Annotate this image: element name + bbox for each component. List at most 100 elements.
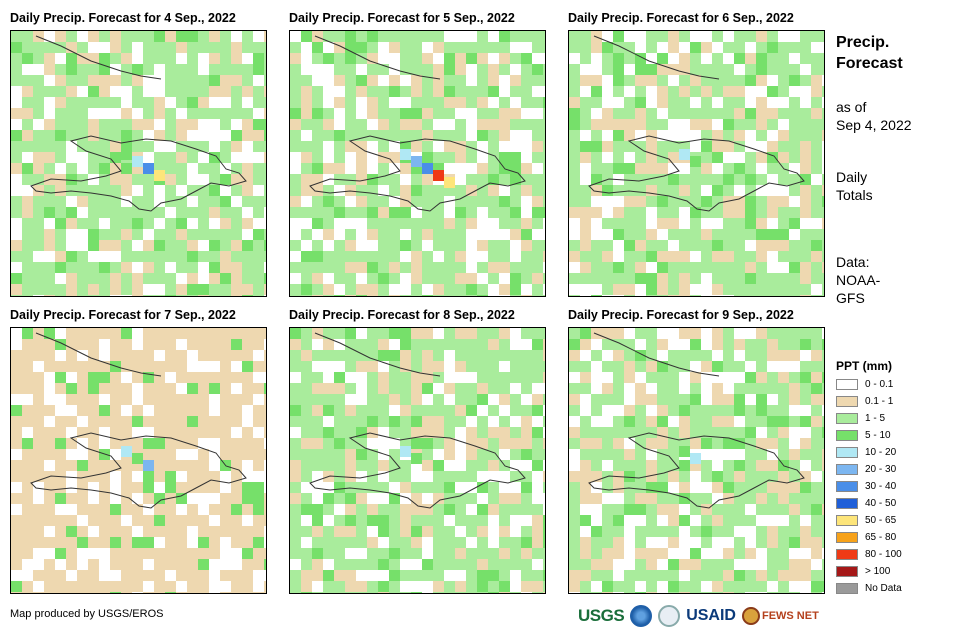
grid-cell (345, 152, 356, 163)
grid-cell (165, 53, 176, 64)
grid-cell (77, 592, 88, 593)
grid-cell (679, 548, 690, 559)
grid-cell (466, 53, 477, 64)
grid-cell (580, 460, 591, 471)
grid-cell (723, 163, 734, 174)
grid-cell (334, 581, 345, 592)
grid-cell (499, 559, 510, 570)
grid-cell (745, 207, 756, 218)
grid-cell (789, 427, 800, 438)
grid-cell (400, 42, 411, 53)
grid-cell (591, 471, 602, 482)
grid-cell (488, 75, 499, 86)
grid-cell (264, 152, 266, 163)
grid-cell (657, 438, 668, 449)
grid-cell (635, 394, 646, 405)
grid-cell (444, 31, 455, 42)
grid-cell (657, 97, 668, 108)
grid-cell (33, 97, 44, 108)
grid-cell (389, 570, 400, 581)
grid-cell (477, 438, 488, 449)
grid-cell (99, 405, 110, 416)
grid-cell (88, 207, 99, 218)
grid-cell (745, 86, 756, 97)
grid-cell (455, 460, 466, 471)
grid-cell (580, 108, 591, 119)
grid-cell (613, 504, 624, 515)
grid-cell (356, 273, 367, 284)
grid-cell (121, 416, 132, 427)
grid-cell (121, 471, 132, 482)
grid-cell (800, 350, 811, 361)
legend-label: 50 - 65 (865, 515, 897, 526)
grid-cell (657, 174, 668, 185)
grid-cell (165, 207, 176, 218)
grid-cell (33, 130, 44, 141)
grid-cell (99, 31, 110, 42)
grid-cell (679, 438, 690, 449)
grid-cell (77, 174, 88, 185)
grid-cell (132, 262, 143, 273)
grid-cell (488, 350, 499, 361)
grid-cell (734, 53, 745, 64)
grid-cell (422, 559, 433, 570)
grid-cell (367, 570, 378, 581)
grid-cell (466, 31, 477, 42)
grid-cell (389, 251, 400, 262)
grid-cell (44, 328, 55, 339)
grid-cell (11, 119, 22, 130)
grid-cell (242, 75, 253, 86)
grid-cell (187, 75, 198, 86)
grid-cell (602, 251, 613, 262)
grid-cell (334, 449, 345, 460)
grid-cell (734, 119, 745, 130)
grid-cell (477, 262, 488, 273)
grid-cell (657, 427, 668, 438)
grid-cell (411, 427, 422, 438)
grid-cell (679, 108, 690, 119)
grid-cell (143, 339, 154, 350)
grid-cell (165, 570, 176, 581)
grid-cell (444, 53, 455, 64)
grid-cell (356, 438, 367, 449)
grid-cell (488, 493, 499, 504)
grid-cell (734, 262, 745, 273)
grid-cell (712, 504, 723, 515)
grid-cell (532, 284, 543, 295)
grid-cell (264, 185, 266, 196)
grid-cell (367, 581, 378, 592)
grid-cell (800, 130, 811, 141)
grid-cell (712, 196, 723, 207)
grid-cell (66, 31, 77, 42)
grid-cell (312, 207, 323, 218)
grid-cell (800, 229, 811, 240)
grid-cell (477, 251, 488, 262)
grid-cell (734, 141, 745, 152)
grid-cell (264, 75, 266, 86)
grid-cell (165, 339, 176, 350)
grid-cell (488, 537, 499, 548)
grid-cell (154, 350, 165, 361)
grid-cell (154, 218, 165, 229)
grid-cell (154, 537, 165, 548)
grid-cell (198, 515, 209, 526)
grid-cell (55, 350, 66, 361)
grid-cell (301, 75, 312, 86)
grid-cell (44, 559, 55, 570)
grid-cell (521, 471, 532, 482)
grid-cell (290, 207, 301, 218)
grid-cell (121, 438, 132, 449)
grid-cell (723, 141, 734, 152)
grid-cell (356, 31, 367, 42)
grid-cell (510, 339, 521, 350)
grid-cell (99, 372, 110, 383)
grid-cell (323, 185, 334, 196)
grid-cell (253, 570, 264, 581)
grid-cell (521, 515, 532, 526)
grid-cell (198, 438, 209, 449)
legend-label: 30 - 40 (865, 481, 897, 492)
grid-cell (187, 526, 198, 537)
grid-cell (389, 350, 400, 361)
grid-cell (209, 64, 220, 75)
grid-cell (110, 185, 121, 196)
